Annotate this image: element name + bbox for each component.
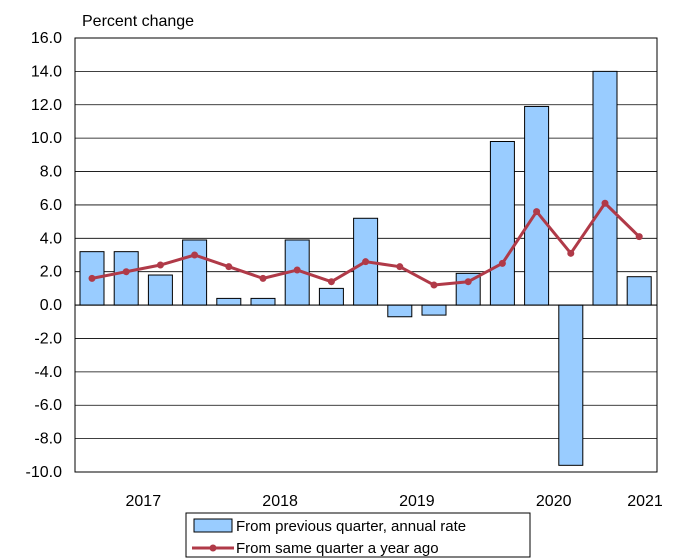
y-tick-label: 0.0 — [40, 297, 62, 314]
legend-box — [185, 512, 531, 558]
x-tick-label: 2020 — [536, 493, 572, 510]
line-point — [464, 278, 472, 286]
y-tick-label: 2.0 — [40, 264, 62, 281]
y-tick-label: 16.0 — [31, 30, 62, 47]
bar — [318, 287, 344, 306]
line-point — [362, 258, 370, 266]
y-tick-label: 4.0 — [40, 230, 62, 247]
legend: From previous quarter, annual rate From … — [185, 512, 531, 558]
bar — [524, 105, 550, 306]
bar — [113, 251, 139, 306]
line-point — [601, 199, 609, 207]
line-point — [88, 274, 96, 282]
line-point — [225, 263, 233, 271]
line-point — [396, 263, 404, 271]
y-tick-label: -6.0 — [34, 397, 62, 414]
legend-label-bars: From previous quarter, annual rate — [236, 518, 466, 535]
bar — [250, 297, 276, 306]
line-point — [498, 259, 506, 267]
bar — [592, 70, 618, 306]
line-point — [259, 274, 267, 282]
y-tick-labels: 16.0 14.0 12.0 10.0 8.0 6.0 4.0 2.0 0.0 -2.0 -4.0 -… — [26, 30, 63, 481]
y-tick-label: 6.0 — [40, 197, 62, 214]
line-point — [327, 278, 335, 286]
y-tick-label: -10.0 — [26, 464, 63, 481]
line-point — [533, 208, 541, 216]
y-tick-label: 12.0 — [31, 97, 62, 114]
x-tick-labels: 2017 2018 2019 2020 2021 — [126, 493, 663, 510]
y-axis-label: Percent change — [82, 13, 194, 30]
x-tick-label: 2018 — [262, 493, 298, 510]
y-tick-label: -8.0 — [34, 431, 62, 448]
bar — [147, 274, 173, 306]
y-tick-label: -2.0 — [34, 330, 62, 347]
bar — [558, 304, 584, 466]
bars — [79, 70, 652, 466]
y-tick-label: 8.0 — [40, 164, 62, 181]
line-point — [156, 261, 164, 269]
bar — [387, 304, 413, 318]
line-point — [430, 281, 438, 289]
bar — [626, 276, 652, 306]
bar — [182, 239, 208, 306]
x-tick-label: 2021 — [627, 493, 663, 510]
legend-label-line: From same quarter a year ago — [236, 540, 439, 557]
line-point — [122, 268, 130, 276]
line-point — [293, 266, 301, 274]
bar — [216, 297, 242, 306]
line-series — [88, 199, 643, 289]
bar — [421, 304, 447, 316]
x-tick-label: 2017 — [126, 493, 162, 510]
plot-border — [74, 37, 658, 473]
legend-line-marker — [209, 544, 217, 552]
legend-bar-swatch — [193, 518, 233, 533]
y-tick-label: 14.0 — [31, 63, 62, 80]
x-tick-label: 2019 — [399, 493, 435, 510]
line-point — [635, 233, 643, 241]
line-point — [191, 251, 199, 259]
bar — [489, 140, 515, 306]
y-tick-label: 10.0 — [31, 130, 62, 147]
y-tick-label: -4.0 — [34, 364, 62, 381]
line-point — [567, 249, 575, 257]
